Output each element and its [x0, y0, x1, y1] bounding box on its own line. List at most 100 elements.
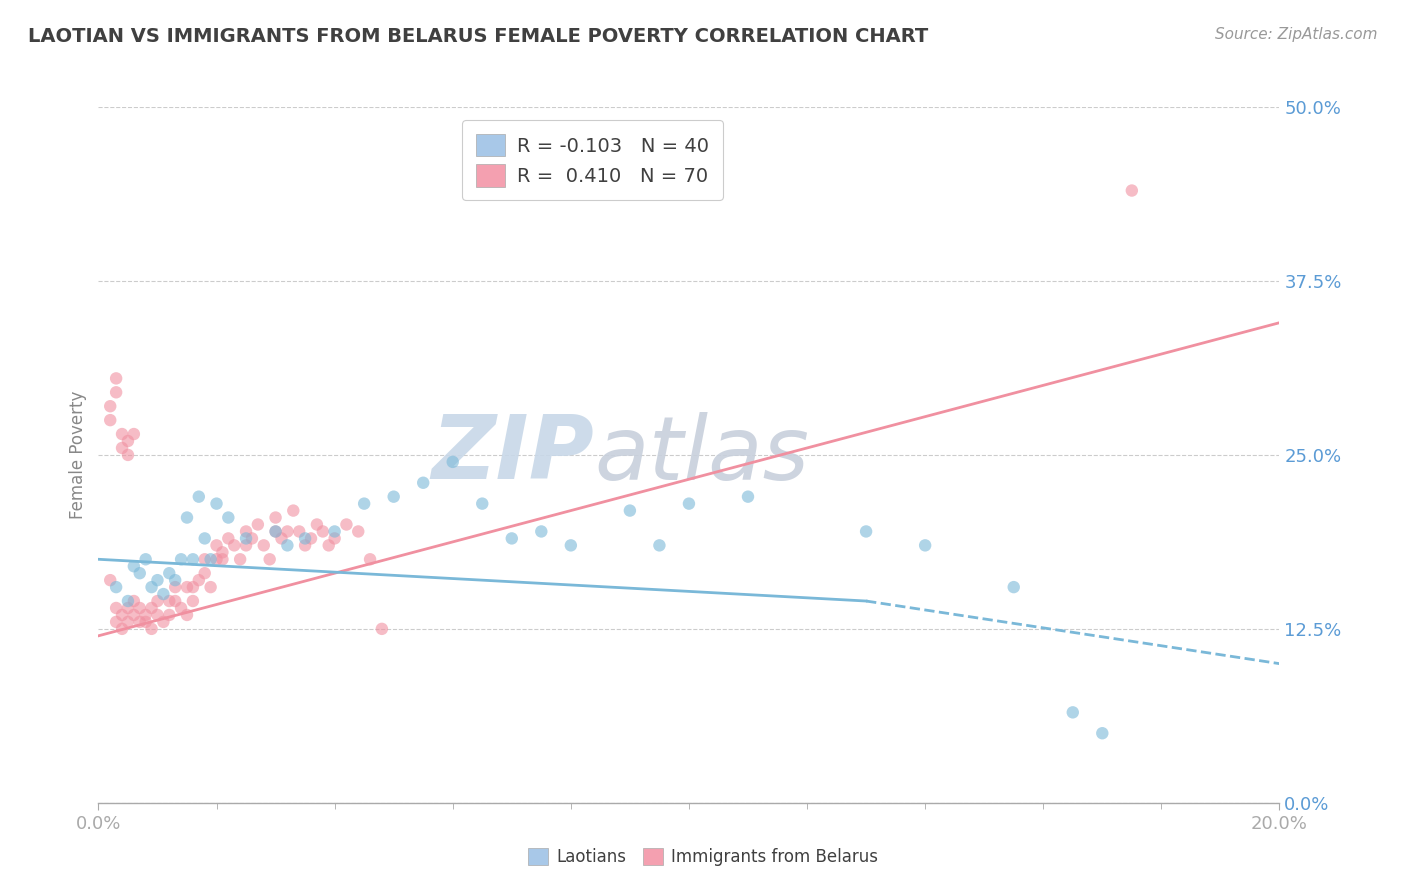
Point — [181, 580, 204, 594]
Text: atlas: atlas — [595, 412, 810, 498]
Point — [471, 497, 494, 511]
Point — [187, 573, 209, 587]
Point — [224, 538, 246, 552]
Text: Source: ZipAtlas.com: Source: ZipAtlas.com — [1215, 27, 1378, 42]
Point — [914, 538, 936, 552]
Point — [276, 538, 298, 552]
Point — [235, 532, 257, 546]
Point — [176, 607, 198, 622]
Point — [194, 532, 217, 546]
Point — [1062, 706, 1084, 720]
Point — [294, 538, 316, 552]
Point — [205, 552, 228, 566]
Point — [122, 559, 145, 574]
Point — [146, 607, 169, 622]
Point — [619, 503, 641, 517]
Point — [1002, 580, 1025, 594]
Point — [165, 580, 187, 594]
Point — [135, 615, 157, 629]
Point — [117, 448, 139, 462]
Point — [98, 573, 121, 587]
Point — [648, 538, 671, 552]
Point — [194, 566, 217, 581]
Point — [152, 587, 174, 601]
Point — [157, 594, 180, 608]
Point — [128, 615, 150, 629]
Point — [371, 622, 394, 636]
Point — [105, 385, 128, 400]
Point — [259, 552, 281, 566]
Point — [270, 532, 292, 546]
Point — [165, 594, 187, 608]
Point — [288, 524, 311, 539]
Point — [117, 594, 139, 608]
Point — [283, 503, 305, 517]
Point — [217, 510, 239, 524]
Point — [152, 615, 174, 629]
Point — [217, 532, 239, 546]
Point — [305, 517, 328, 532]
Point — [1121, 184, 1143, 198]
Point — [353, 497, 375, 511]
Point — [105, 615, 128, 629]
Point — [146, 573, 169, 587]
Point — [1091, 726, 1114, 740]
Point — [205, 538, 228, 552]
Point — [176, 510, 198, 524]
Point — [122, 594, 145, 608]
Point — [246, 517, 269, 532]
Point — [141, 622, 163, 636]
Point — [276, 524, 298, 539]
Point — [235, 538, 257, 552]
Point — [105, 371, 128, 385]
Legend: R = -0.103   N = 40, R =  0.410   N = 70: R = -0.103 N = 40, R = 0.410 N = 70 — [463, 120, 723, 200]
Point — [335, 517, 357, 532]
Point — [312, 524, 335, 539]
Point — [294, 532, 316, 546]
Point — [117, 601, 139, 615]
Point — [323, 524, 346, 539]
Point — [194, 552, 217, 566]
Point — [165, 573, 187, 587]
Point — [264, 524, 287, 539]
Point — [98, 399, 121, 413]
Point — [299, 532, 322, 546]
Point — [157, 566, 180, 581]
Point — [111, 427, 134, 442]
Point — [105, 580, 128, 594]
Point — [111, 607, 134, 622]
Text: LAOTIAN VS IMMIGRANTS FROM BELARUS FEMALE POVERTY CORRELATION CHART: LAOTIAN VS IMMIGRANTS FROM BELARUS FEMAL… — [28, 27, 928, 45]
Point — [111, 622, 134, 636]
Point — [855, 524, 877, 539]
Point — [141, 601, 163, 615]
Point — [146, 594, 169, 608]
Point — [170, 552, 193, 566]
Point — [359, 552, 381, 566]
Point — [117, 615, 139, 629]
Point — [211, 545, 233, 559]
Point — [157, 607, 180, 622]
Point — [264, 524, 287, 539]
Point — [382, 490, 405, 504]
Y-axis label: Female Poverty: Female Poverty — [69, 391, 87, 519]
Point — [117, 434, 139, 448]
Point — [501, 532, 523, 546]
Point — [176, 580, 198, 594]
Point — [200, 552, 222, 566]
Point — [678, 497, 700, 511]
Point — [181, 552, 204, 566]
Point — [323, 532, 346, 546]
Text: ZIP: ZIP — [432, 411, 595, 499]
Point — [530, 524, 553, 539]
Point — [205, 497, 228, 511]
Point — [98, 413, 121, 427]
Point — [318, 538, 340, 552]
Point — [200, 580, 222, 594]
Point — [122, 607, 145, 622]
Point — [181, 594, 204, 608]
Point — [412, 475, 434, 490]
Point — [170, 601, 193, 615]
Point — [128, 601, 150, 615]
Point — [737, 490, 759, 504]
Point — [111, 441, 134, 455]
